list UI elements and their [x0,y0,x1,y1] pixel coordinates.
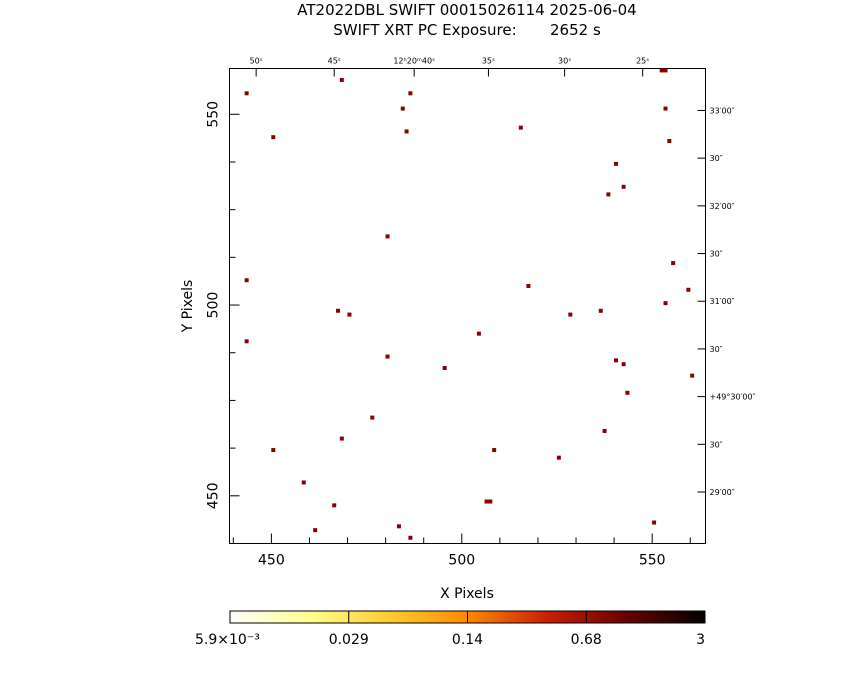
photon-point [385,354,390,359]
photon-point [667,138,672,143]
photon-point [625,390,630,395]
photon-point [244,278,249,283]
photon-point [476,331,481,336]
colorbar: 5.9×10⁻³ 0.029 0.14 0.68 3 [195,610,706,648]
colorbar-tick-label: 3 [696,632,705,648]
photon-point [614,161,619,166]
photon-point [271,448,276,453]
y-axis-label: Y Pixels [180,280,196,334]
y-tick-label: 550 [206,101,222,128]
axis-labels: 450 500 550 450 500 550 50ˢ 45ˢ 12ʰ20ᵐ40ˢ 35ˢ 30ˢ 2… [206,57,756,569]
photon-point [663,106,668,111]
dec-tick-label: 33′00″ [710,106,735,115]
photon-point [396,524,401,529]
photon-point [244,91,249,96]
axis-ticks [229,68,706,544]
ra-tick-label: 45ˢ [328,57,341,66]
photon-points [244,68,695,540]
x-tick-label: 450 [258,553,285,569]
chart-title: AT2022DBL SWIFT 00015026114 2025-06-04 [297,1,636,19]
photon-point [621,184,626,189]
photon-point [671,261,676,266]
ra-tick-label: 50ˢ [250,57,263,66]
photon-point [484,499,489,504]
dec-tick-label: +49°30′00″ [710,393,756,402]
dec-tick-label: 32′00″ [710,202,735,211]
colorbar-tick-label: 0.029 [329,632,369,648]
photon-point [621,362,626,367]
photon-point [408,91,413,96]
photon-point [602,428,607,433]
colorbar-ticks: 5.9×10⁻³ 0.029 0.14 0.68 3 [195,611,705,648]
y-tick-label: 500 [206,292,222,319]
photon-point [659,68,664,73]
dec-tick-label: 30″ [710,345,723,354]
photon-point [404,129,409,134]
photon-point [442,365,447,370]
photon-point [598,308,603,313]
photon-point [690,373,695,378]
photon-point [408,535,413,540]
ra-tick-label: 25ˢ [636,57,649,66]
ra-tick-label: 30ˢ [558,57,571,66]
dec-tick-label: 30″ [710,440,723,449]
photon-point [385,234,390,239]
photon-point [686,287,691,292]
photon-point [526,283,531,288]
photon-point [347,312,352,317]
photon-point [370,415,375,420]
y-tick-label: 450 [206,482,222,509]
photon-point [244,339,249,344]
colorbar-tick-label: 0.14 [452,632,483,648]
photon-point [332,503,337,508]
plot-frame [229,68,706,544]
chart-subtitle: SWIFT XRT PC Exposure: 2652 s [333,21,601,39]
photon-point [313,528,318,533]
photon-point [400,106,405,111]
colorbar-tick-label: 0.68 [571,632,602,648]
photon-point [488,499,493,504]
photon-point [339,77,344,82]
photon-point [336,308,341,313]
photon-point [663,301,668,306]
photon-point [339,436,344,441]
ra-tick-label: 35ˢ [482,57,495,66]
photon-point [606,192,611,197]
photon-point [301,480,306,485]
photon-point [556,455,561,460]
photon-point [614,358,619,363]
x-tick-label: 550 [639,553,666,569]
dec-tick-label: 31′00″ [710,297,735,306]
x-axis-label: X Pixels [440,586,494,602]
ra-tick-label: 12ʰ20ᵐ40ˢ [393,57,435,66]
photon-point [652,520,657,525]
colorbar-tick-label: 5.9×10⁻³ [195,632,260,648]
photon-point [271,135,276,140]
x-tick-label: 500 [448,553,475,569]
photon-point [518,125,523,130]
photon-point [492,448,497,453]
photon-point [568,312,573,317]
dec-tick-label: 29′00″ [710,488,735,497]
dec-tick-label: 30″ [710,154,723,163]
dec-tick-label: 30″ [710,250,723,259]
photon-point [663,68,668,73]
